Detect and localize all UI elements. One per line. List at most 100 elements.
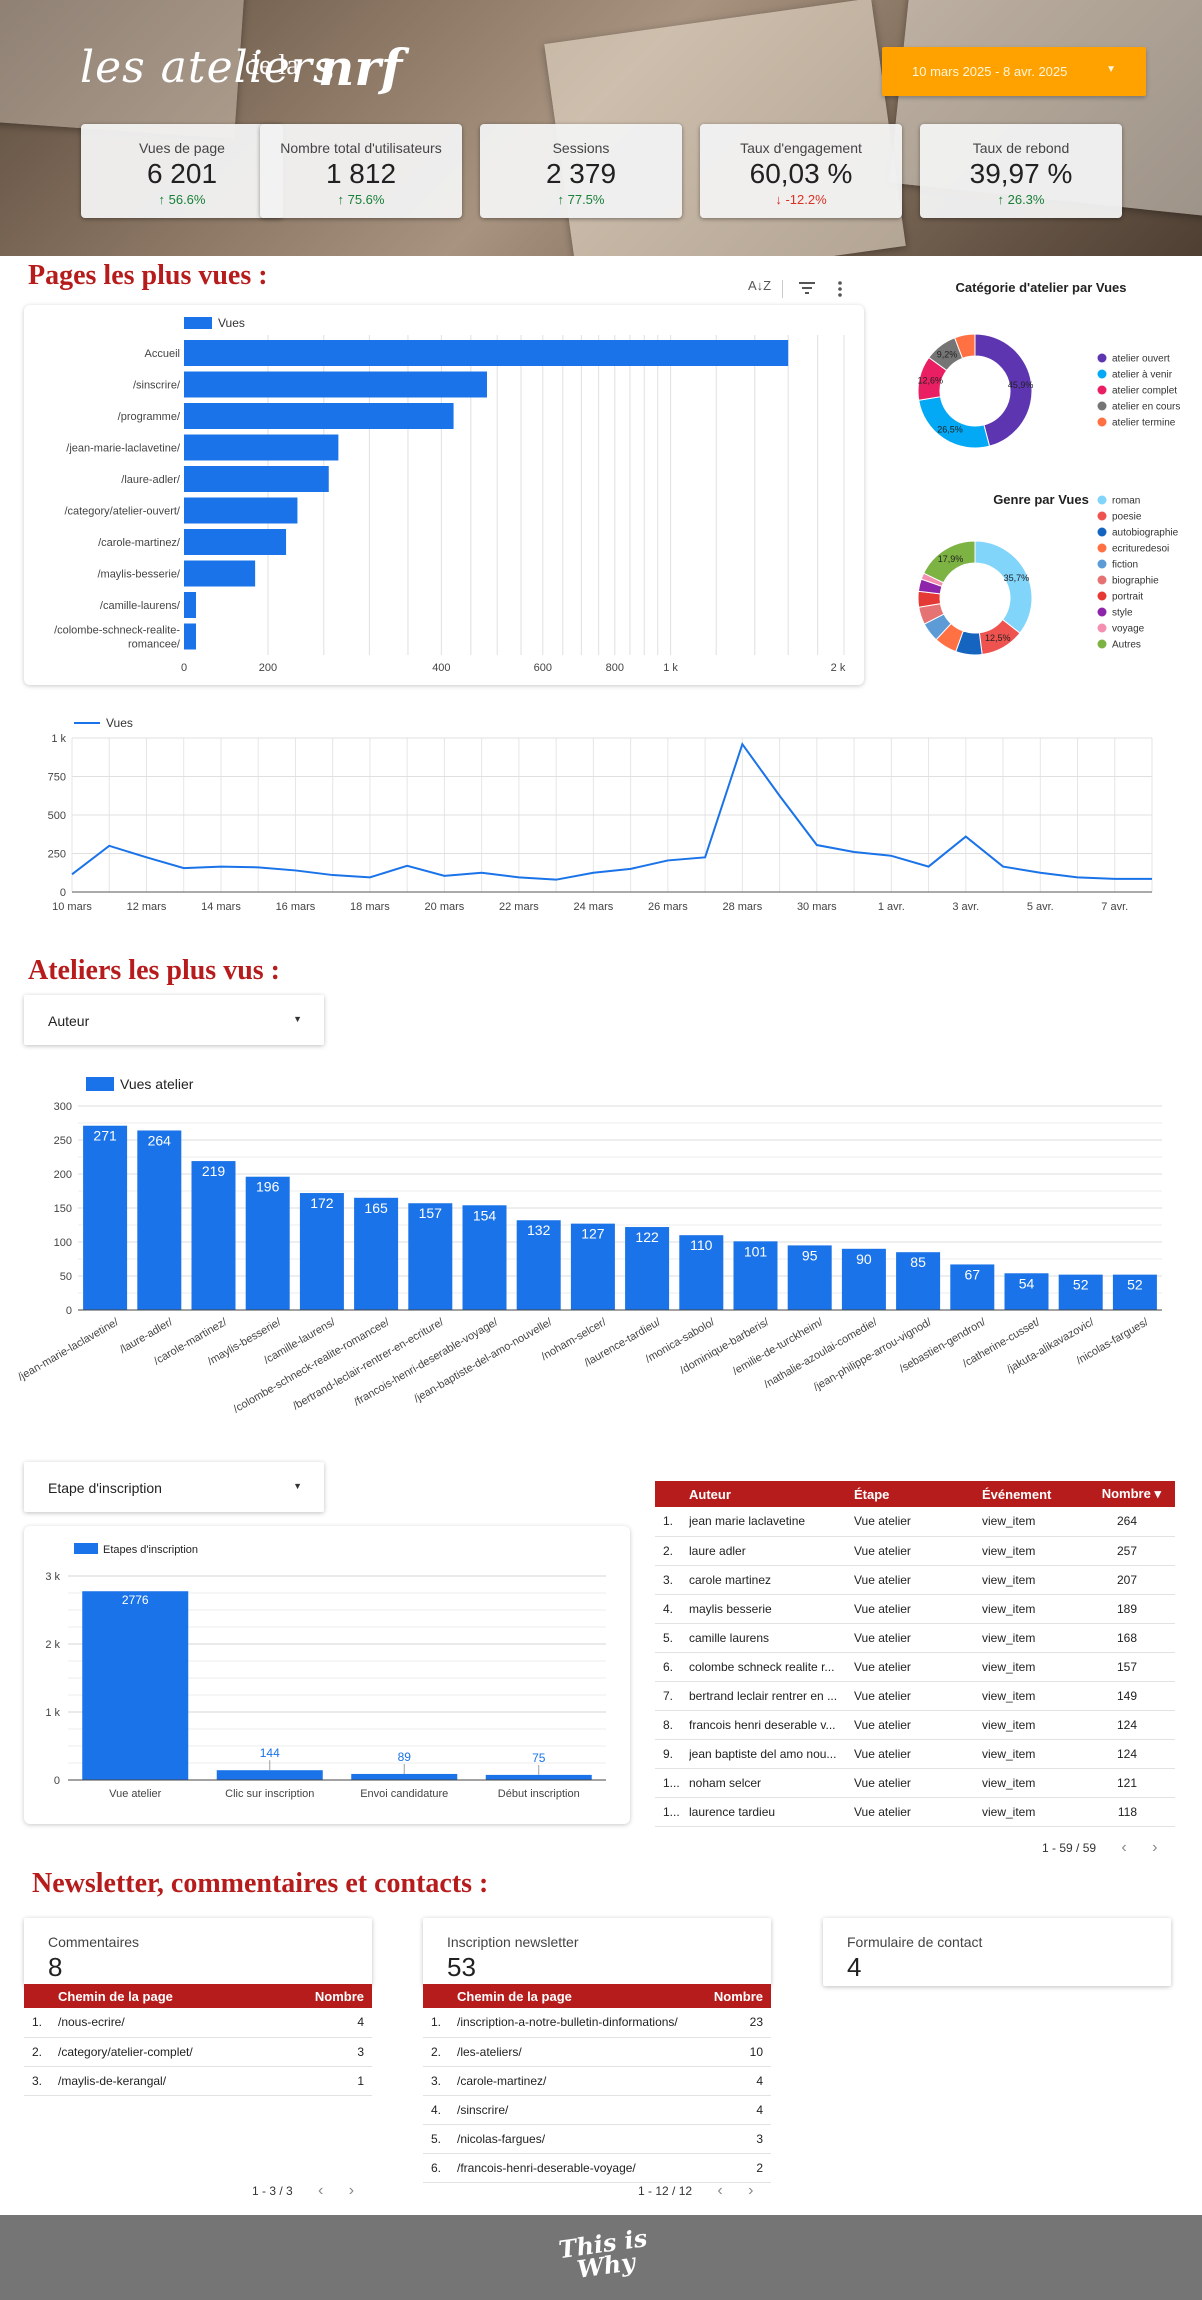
- table-row[interactable]: 9. jean baptiste del amo nou... Vue atelie…: [655, 1739, 1175, 1769]
- table-row[interactable]: 2./les-ateliers/10: [423, 2037, 771, 2067]
- column-header-count[interactable]: Nombre ▾: [1092, 1481, 1175, 1507]
- bar[interactable]: [485, 1774, 592, 1780]
- x-tick-label: 18 mars: [350, 901, 390, 913]
- table-row[interactable]: 4./sinscrire/4: [423, 2095, 771, 2125]
- pie-slice[interactable]: [974, 333, 1033, 447]
- chevron-right-icon[interactable]: ›: [748, 2182, 754, 2199]
- table-row[interactable]: 5./nicolas-fargues/3: [423, 2124, 771, 2154]
- bar[interactable]: [950, 1264, 995, 1310]
- bar[interactable]: [354, 1197, 399, 1310]
- bar[interactable]: [184, 371, 487, 398]
- bar[interactable]: [841, 1248, 886, 1310]
- step-filter-dropdown[interactable]: Etape d'inscription ▼: [24, 1462, 324, 1512]
- date-range-label: 10 mars 2025 - 8 avr. 2025: [912, 64, 1068, 79]
- column-header-path[interactable]: Chemin de la page: [58, 1984, 279, 2008]
- table-row[interactable]: 2./category/atelier-complet/3: [24, 2037, 372, 2067]
- bar[interactable]: [625, 1227, 670, 1310]
- bar[interactable]: [299, 1193, 344, 1310]
- table-row[interactable]: 8. francois henri deserable v... Vue ateli…: [655, 1710, 1175, 1740]
- bar[interactable]: [184, 434, 339, 461]
- chevron-left-icon[interactable]: ‹: [318, 2182, 324, 2199]
- chevron-left-icon[interactable]: ‹: [717, 2182, 723, 2199]
- sort-az-icon[interactable]: A↓Z: [748, 278, 772, 293]
- table-row[interactable]: 1./nous-ecrire/4: [24, 2008, 372, 2038]
- legend-dot: [1097, 575, 1107, 585]
- legend-dot: [1097, 417, 1107, 427]
- bar[interactable]: [191, 1161, 236, 1310]
- slice-label: 26,5%: [937, 425, 963, 435]
- row-index: 2.: [655, 1536, 689, 1566]
- table-row[interactable]: 1... laurence tardieu Vue atelier view_item…: [655, 1797, 1175, 1827]
- bar[interactable]: [216, 1770, 323, 1780]
- table-row[interactable]: 7. bertrand leclair rentrer en ... Vue ate…: [655, 1681, 1175, 1711]
- bar[interactable]: [408, 1203, 453, 1310]
- bar[interactable]: [184, 466, 329, 492]
- bar[interactable]: [787, 1245, 832, 1310]
- kpi-delta: ↑ 77.5%: [557, 192, 605, 207]
- bar[interactable]: [1058, 1274, 1103, 1310]
- bar[interactable]: [462, 1205, 507, 1310]
- bar[interactable]: [570, 1223, 615, 1310]
- table-row[interactable]: 4. maylis besserie Vue atelier view_item 189: [655, 1594, 1175, 1624]
- date-range-picker[interactable]: 10 mars 2025 - 8 avr. 2025 ▼: [882, 47, 1146, 96]
- bar[interactable]: [184, 340, 789, 366]
- bar[interactable]: [1004, 1273, 1049, 1310]
- more-vert-icon[interactable]: [836, 280, 844, 298]
- legend-label: biographie: [1112, 576, 1159, 587]
- bar[interactable]: [679, 1235, 724, 1310]
- row-index: 6.: [423, 2153, 457, 2183]
- table-row[interactable]: 6. colombe schneck realite r... Vue atelie…: [655, 1652, 1175, 1682]
- table-row[interactable]: 1... noham selcer Vue atelier view_item 121: [655, 1768, 1175, 1798]
- column-header-count[interactable]: Nombre: [706, 1984, 771, 2008]
- bar[interactable]: [82, 1591, 189, 1780]
- filter-icon[interactable]: [798, 280, 816, 296]
- table-row[interactable]: 6./francois-henri-deserable-voyage/2: [423, 2153, 771, 2183]
- table-row[interactable]: 3./maylis-de-kerangal/1: [24, 2066, 372, 2096]
- column-header-count[interactable]: Nombre: [278, 1984, 372, 2008]
- bar[interactable]: [137, 1130, 182, 1310]
- series-line[interactable]: [71, 741, 1152, 881]
- pie-slice[interactable]: [918, 396, 991, 449]
- table-row[interactable]: 2. laure adler Vue atelier view_item 257: [655, 1536, 1175, 1566]
- bar[interactable]: [733, 1241, 778, 1310]
- kpi-label: Nombre total d'utilisateurs: [280, 140, 442, 156]
- x-tick-label: 30 mars: [797, 901, 837, 913]
- bar[interactable]: [83, 1125, 128, 1310]
- bar[interactable]: [896, 1252, 941, 1310]
- column-header-path[interactable]: Chemin de la page: [457, 1984, 707, 2008]
- category-label: /laure-adler/: [121, 474, 181, 486]
- column-header-step[interactable]: Étape: [854, 1481, 982, 1507]
- pie-slice[interactable]: [954, 333, 976, 359]
- chevron-left-icon[interactable]: ‹: [1121, 1839, 1127, 1856]
- data-label: 127: [581, 1226, 605, 1242]
- table-row[interactable]: 1./inscription-a-notre-bulletin-dinforma…: [423, 2008, 771, 2038]
- y-tick-label: 250: [48, 849, 66, 861]
- column-header-event[interactable]: Événement: [982, 1481, 1092, 1507]
- row-index: 1.: [655, 1507, 689, 1537]
- chevron-right-icon[interactable]: ›: [1152, 1839, 1158, 1856]
- category-label: /dominique-barberis/: [678, 1316, 772, 1377]
- table-row[interactable]: 1. jean marie laclavetine Vue atelier view_…: [655, 1507, 1175, 1537]
- bar[interactable]: [516, 1220, 561, 1310]
- pie-slice[interactable]: [923, 540, 976, 584]
- section-title-ateliers: Ateliers les plus vus :: [28, 955, 280, 986]
- bar[interactable]: [1112, 1274, 1157, 1310]
- bar[interactable]: [184, 403, 454, 429]
- author-filter-dropdown[interactable]: Auteur ▼: [24, 995, 324, 1045]
- table-row[interactable]: 5. camille laurens Vue atelier view_item 168: [655, 1623, 1175, 1653]
- bar[interactable]: [184, 623, 196, 650]
- data-label: 54: [1019, 1275, 1035, 1291]
- bar[interactable]: [184, 560, 256, 587]
- bar[interactable]: [245, 1176, 290, 1310]
- bar[interactable]: [351, 1773, 458, 1780]
- chevron-right-icon[interactable]: ›: [348, 2182, 355, 2199]
- bar[interactable]: [184, 529, 287, 555]
- table-row[interactable]: 3./carole-martinez/4: [423, 2066, 771, 2096]
- bar[interactable]: [184, 497, 298, 524]
- table-row[interactable]: 3. carole martinez Vue atelier view_item 207: [655, 1565, 1175, 1595]
- row-index: 4.: [655, 1594, 689, 1624]
- cell-author: carole martinez: [689, 1565, 854, 1595]
- bar[interactable]: [184, 592, 196, 618]
- pie-slice[interactable]: [974, 540, 1033, 634]
- column-header-author[interactable]: Auteur: [689, 1481, 854, 1507]
